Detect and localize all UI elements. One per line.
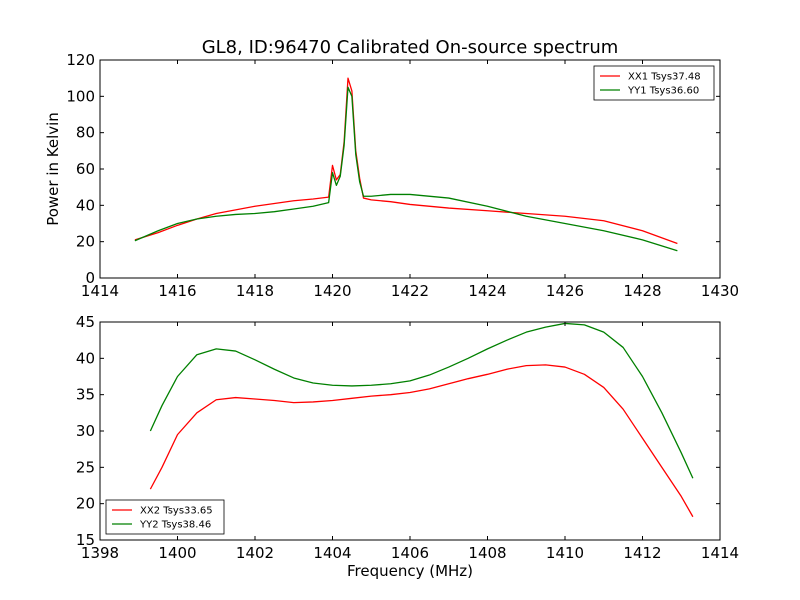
x-tick-label-1-3: 1420 — [313, 282, 351, 300]
legend-label-2-2: YY2 Tsys38.46 — [139, 520, 211, 531]
y-tick-label-1-1: 20 — [76, 233, 95, 251]
chart-title: GL8, ID:96470 Calibrated On-source spect… — [202, 37, 619, 58]
y-tick-label-2-4: 35 — [76, 386, 95, 404]
legend-label-1-2: YY1 Tsys36.60 — [627, 86, 699, 97]
series-line-2-2 — [149, 322, 694, 479]
y-tick-label-1-5: 100 — [66, 87, 95, 105]
y-tick-label-2-0: 15 — [76, 531, 95, 549]
series-line-1-2 — [134, 86, 678, 252]
x-tick-label-1-7: 1428 — [623, 282, 661, 300]
legend-box-2 — [105, 499, 225, 535]
x-axis-label: Frequency (MHz) — [347, 562, 473, 580]
series-line-2-1 — [149, 364, 694, 518]
y-tick-label-2-2: 25 — [76, 458, 95, 476]
x-tick-label-1-8: 1430 — [701, 282, 739, 300]
x-tick-label-1-0: 1414 — [81, 282, 119, 300]
x-tick-label-1-2: 1418 — [236, 282, 274, 300]
x-tick-label-1-4: 1422 — [391, 282, 429, 300]
x-tick-label-2-0: 1398 — [81, 544, 119, 562]
legend-label-1-1: XX1 Tsys37.48 — [628, 72, 701, 83]
y-tick-label-2-5: 40 — [76, 349, 95, 367]
x-tick-label-2-6: 1410 — [546, 544, 584, 562]
x-tick-label-2-8: 1414 — [701, 544, 739, 562]
y-tick-label-1-4: 80 — [76, 124, 95, 142]
x-tick-label-2-7: 1412 — [623, 544, 661, 562]
y-tick-label-1-6: 120 — [66, 51, 95, 69]
x-tick-label-2-3: 1404 — [313, 544, 351, 562]
x-tick-label-2-4: 1406 — [391, 544, 429, 562]
x-tick-label-1-6: 1426 — [546, 282, 584, 300]
x-tick-label-1-1: 1416 — [158, 282, 196, 300]
legend-label-2-1: XX2 Tsys33.65 — [140, 506, 213, 517]
y-tick-label-2-6: 45 — [76, 313, 95, 331]
plots-layer: 1414 1416 1418 1420 1422 1424 1426 1428 1430 0 20 4… — [66, 51, 739, 562]
x-tick-label-2-5: 1408 — [468, 544, 506, 562]
x-tick-label-1-5: 1424 — [468, 282, 506, 300]
legend-box-1 — [593, 65, 715, 101]
y-tick-label-1-0: 0 — [85, 269, 95, 287]
x-tick-label-2-2: 1402 — [236, 544, 274, 562]
y-axis-label: Power in Kelvin — [44, 112, 62, 226]
x-tick-label-2-1: 1400 — [158, 544, 196, 562]
y-tick-label-2-1: 20 — [76, 495, 95, 513]
y-tick-label-1-2: 40 — [76, 196, 95, 214]
y-tick-label-1-3: 60 — [76, 160, 95, 178]
y-tick-label-2-3: 30 — [76, 422, 95, 440]
